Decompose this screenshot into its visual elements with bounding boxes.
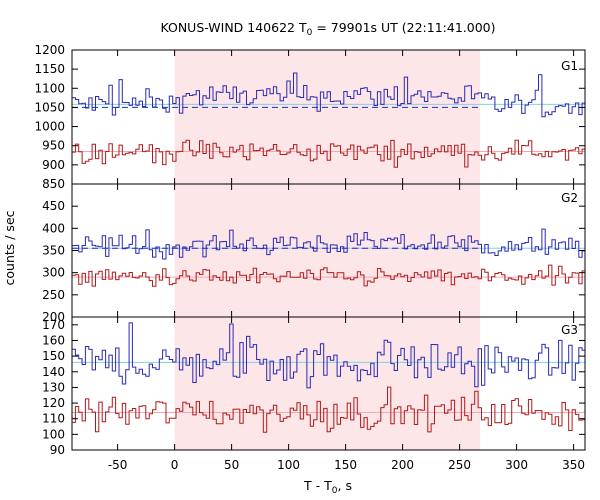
x-axis-label: T - T0, s: [303, 478, 352, 496]
panel-label-g1: G1: [561, 59, 578, 73]
title-subscript: 0: [307, 28, 313, 38]
y-tick-label: 1050: [34, 100, 65, 114]
y-tick-label: 350: [42, 244, 65, 258]
series-lower-g2: [72, 264, 585, 287]
y-tick-label: 90: [50, 443, 65, 457]
y-tick-label: 200: [42, 310, 65, 324]
x-tick-label: 50: [224, 458, 239, 472]
x-tick-label: 100: [277, 458, 300, 472]
axis-ticks: [72, 49, 585, 451]
chart-title: KONUS-WIND 140622 T0 = 79901s UT (22:11:…: [160, 20, 495, 38]
y-tick-label: 950: [42, 139, 65, 153]
y-tick-label: 110: [42, 412, 65, 426]
y-tick-label: 160: [42, 333, 65, 347]
x-tick-label: 200: [391, 458, 414, 472]
title-prefix: KONUS-WIND 140622 T: [160, 20, 306, 35]
x-label-subscript: 0: [332, 486, 338, 496]
y-tick-label: 1150: [34, 62, 65, 76]
x-tick-label: 300: [505, 458, 528, 472]
series-lower-g1: [72, 139, 585, 168]
x-tick-label: 350: [562, 458, 585, 472]
x-tick-label: 0: [171, 458, 179, 472]
y-tick-label: 100: [42, 427, 65, 441]
y-tick-label: 250: [42, 288, 65, 302]
panel-frame-g3: [71, 316, 586, 451]
burst-interval-shade: [174, 50, 481, 184]
y-tick-label: 130: [42, 380, 65, 394]
y-tick-label: 900: [42, 158, 65, 172]
y-tick-label: 300: [42, 266, 65, 280]
y-tick-label: 850: [42, 177, 65, 191]
y-tick-label: 400: [42, 221, 65, 235]
panel-label-g3: G3: [561, 323, 578, 337]
y-axis-label: counts / sec: [2, 210, 17, 285]
y-tick-label: 1000: [34, 120, 65, 134]
tick-labels: 8509009501000105011001150120020025030035…: [34, 43, 585, 472]
series-upper-g3: [72, 322, 585, 389]
y-tick-label: 170: [42, 318, 65, 332]
title-suffix: = 79901s UT (22:11:41.000): [312, 20, 495, 35]
background-levels: [72, 103, 585, 413]
series-lower-g3: [72, 386, 585, 433]
y-tick-label: 140: [42, 365, 65, 379]
y-tick-label: 450: [42, 199, 65, 213]
count-series: [72, 72, 585, 433]
y-tick-label: 1200: [34, 43, 65, 57]
x-label-suffix: , s: [338, 478, 352, 493]
x-label-prefix: T - T: [303, 478, 332, 493]
series-upper-g2: [72, 228, 585, 260]
y-tick-label: 1100: [34, 81, 65, 95]
x-tick-label: 250: [448, 458, 471, 472]
x-tick-label: -50: [108, 458, 128, 472]
series-upper-g1: [72, 72, 585, 118]
y-tick-label: 120: [42, 396, 65, 410]
y-tick-label: 150: [42, 349, 65, 363]
x-tick-label: 150: [334, 458, 357, 472]
panel-label-g2: G2: [561, 191, 578, 205]
